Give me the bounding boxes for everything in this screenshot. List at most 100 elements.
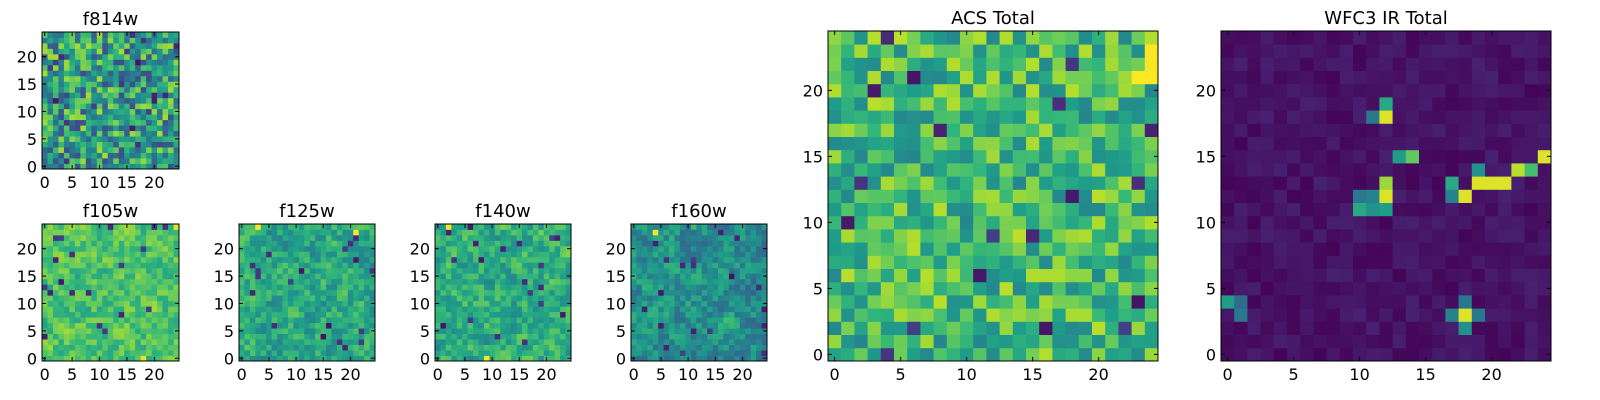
heatmap-cell [304,251,311,258]
heatmap-cell [658,273,665,280]
heatmap-cell [315,273,321,280]
x-tick-label: 15 [1022,365,1042,384]
heatmap-cell [690,234,697,241]
heatmap-cell [326,245,332,252]
heatmap-cell [718,311,724,318]
heatmap-cell [146,251,152,258]
heatmap-cell [287,251,294,258]
heatmap-cell [353,339,360,345]
heatmap-cell [1118,31,1132,45]
heatmap-cell [494,273,501,280]
heatmap-cell [69,229,76,236]
heatmap-cell [96,311,103,318]
heatmap-cell [1419,176,1433,190]
heatmap-cell [58,103,65,110]
heatmap-cell [1012,308,1027,322]
heatmap-cell [1273,163,1288,177]
heatmap-cell [483,317,490,324]
heatmap-cell [1498,110,1512,124]
heatmap-cell [1078,123,1093,137]
heatmap-cell [854,31,868,45]
heatmap-cell [347,229,354,236]
heatmap-cell [358,311,365,318]
heatmap-cell [712,262,719,269]
heatmap-cell [1105,308,1119,322]
heatmap-cell [353,317,360,324]
heatmap-cell [271,224,278,230]
heatmap-cell [467,311,474,318]
heatmap-cell [451,267,458,274]
heatmap-cell [347,339,354,345]
heatmap-cell [266,245,273,252]
heatmap-cell [1118,44,1132,58]
heatmap-cell [854,334,868,349]
heatmap-cell [309,333,316,340]
heatmap-cell [532,289,539,296]
heatmap-cell [483,311,490,318]
heatmap-cell [511,306,517,313]
heatmap-cell [260,350,267,356]
heatmap-cell [266,240,273,247]
heatmap-cell [1247,149,1261,164]
heatmap-cell [761,256,768,263]
heatmap-cell [135,240,142,247]
heatmap-cell [173,75,180,82]
heatmap-cell [946,321,961,335]
heatmap-cell [1012,123,1027,137]
heatmap-cell [168,59,174,66]
heatmap-cell [118,42,125,49]
heatmap-cell [85,234,92,241]
heatmap-cell [712,289,719,296]
heatmap-cell [1445,229,1459,243]
heatmap-cell [1405,44,1420,58]
heatmap-cell [96,64,103,71]
heatmap-cell [554,273,561,280]
heatmap-cell [756,339,762,345]
heatmap-cell [1012,70,1027,85]
heatmap-cell [52,240,59,247]
heatmap-cell [1353,202,1367,217]
heatmap-cell [1498,163,1512,177]
heatmap-cell [168,229,174,236]
heatmap-cell [1405,334,1420,349]
heatmap-cell [1379,347,1393,362]
heatmap-cell [1039,149,1053,164]
heatmap-cell [723,322,730,329]
heatmap-cell [58,262,65,269]
heatmap-cell [162,262,169,269]
heatmap-cell [696,224,703,230]
heatmap-cell [320,344,327,351]
heatmap-cell [1105,242,1119,256]
heatmap-cell [1260,31,1275,45]
heatmap-cell [91,125,98,132]
heatmap-cell [107,295,114,302]
heatmap-cell [641,273,648,280]
heatmap-cell [745,256,752,263]
heatmap-cell [293,311,300,318]
heatmap-cell [1078,44,1093,58]
heatmap-cell [1026,295,1040,309]
heatmap-cell [1326,189,1341,203]
heatmap-cell [973,97,987,111]
heatmap-cell [1339,44,1354,58]
x-tick-label: 5 [67,173,77,192]
heatmap-cell [1524,295,1539,309]
heatmap-cell [435,251,441,258]
heatmap-cell [309,311,316,318]
heatmap-cell [1498,308,1512,322]
heatmap-cell [42,86,48,93]
heatmap-cell [658,240,665,247]
heatmap-cell [157,306,163,313]
heatmap-cell [358,240,365,247]
heatmap-cell [1144,31,1159,45]
heatmap-cell [129,289,136,296]
heatmap-cell [168,141,174,148]
heatmap-cell [157,32,163,38]
heatmap-cell [326,256,332,263]
heatmap-cell [129,119,136,126]
heatmap-cell [489,344,496,351]
heatmap-cell [353,256,360,263]
heatmap-cell [69,92,76,99]
heatmap-cell [1092,57,1106,71]
heatmap-cell [500,245,507,252]
